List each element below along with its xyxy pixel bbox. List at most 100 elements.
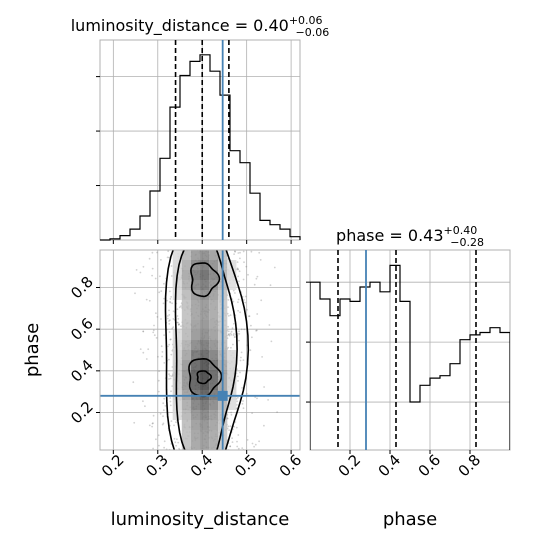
sample-point bbox=[170, 390, 172, 393]
density-cell bbox=[200, 280, 210, 290]
sample-point bbox=[227, 325, 230, 328]
sample-point bbox=[155, 312, 157, 315]
density-cell bbox=[209, 350, 219, 360]
sample-point bbox=[273, 266, 276, 269]
sample-point bbox=[237, 447, 240, 450]
panel-title-ld-main: luminosity_distance = 0.40 bbox=[71, 16, 289, 36]
density-cell bbox=[209, 280, 219, 290]
sample-point bbox=[170, 265, 173, 267]
sample-point bbox=[142, 265, 145, 268]
sample-point bbox=[227, 330, 230, 333]
sample-point bbox=[172, 318, 175, 320]
sample-point bbox=[256, 329, 258, 332]
panel-joint-frame bbox=[99, 249, 301, 451]
density-cell bbox=[200, 380, 210, 390]
sample-point bbox=[168, 320, 170, 322]
panel-ld-frame bbox=[99, 39, 301, 241]
density-cell bbox=[200, 250, 210, 260]
density-cell bbox=[190, 250, 200, 260]
sample-point bbox=[160, 318, 162, 320]
x-axis-title-luminosity-distance: luminosity_distance bbox=[111, 509, 290, 530]
sample-point bbox=[236, 400, 239, 403]
density-cell bbox=[227, 270, 237, 280]
sample-point bbox=[171, 375, 173, 378]
sample-point bbox=[162, 409, 165, 412]
sample-point bbox=[251, 336, 253, 339]
y-axis-title-phase: phase bbox=[22, 323, 43, 377]
sample-point bbox=[232, 334, 235, 337]
ld-histogram-step bbox=[100, 54, 301, 241]
density-cell bbox=[209, 400, 219, 410]
density-cell bbox=[181, 420, 191, 430]
density-cell bbox=[209, 320, 219, 330]
density-cell bbox=[190, 440, 200, 450]
sample-point bbox=[168, 256, 171, 259]
sample-point bbox=[176, 315, 179, 317]
density-cell bbox=[209, 260, 219, 270]
density-cell bbox=[227, 280, 237, 290]
sample-point bbox=[236, 445, 239, 448]
sample-point bbox=[246, 308, 248, 311]
sample-point bbox=[166, 317, 169, 320]
sample-point bbox=[168, 343, 171, 346]
sample-point bbox=[158, 291, 161, 294]
sample-point bbox=[251, 442, 254, 445]
density-cell bbox=[190, 320, 200, 330]
density-cell bbox=[181, 280, 191, 290]
density-cell bbox=[209, 330, 219, 340]
sample-point bbox=[142, 351, 145, 354]
sample-point bbox=[239, 257, 241, 260]
density-cell bbox=[200, 290, 210, 300]
density-cell bbox=[190, 370, 200, 380]
density-cell bbox=[181, 430, 191, 440]
sample-point bbox=[242, 407, 245, 410]
sample-point bbox=[169, 375, 171, 377]
sample-point bbox=[248, 315, 251, 318]
sample-point bbox=[229, 445, 232, 448]
sample-point bbox=[170, 275, 173, 277]
density-cell bbox=[181, 260, 191, 270]
sample-point bbox=[229, 314, 232, 316]
sample-point bbox=[237, 375, 239, 378]
sample-point bbox=[231, 441, 234, 443]
sample-point bbox=[263, 424, 265, 427]
sample-point bbox=[172, 326, 175, 328]
sample-point bbox=[242, 278, 245, 281]
density-cell bbox=[209, 340, 219, 350]
sample-point bbox=[240, 328, 243, 331]
density-cell bbox=[190, 340, 200, 350]
sample-point bbox=[144, 405, 146, 408]
density-cell bbox=[209, 440, 219, 450]
density-cell bbox=[181, 300, 191, 310]
sample-point bbox=[142, 400, 144, 403]
sample-point bbox=[237, 396, 239, 399]
sample-point bbox=[233, 336, 236, 338]
sample-point bbox=[276, 411, 278, 413]
sample-point bbox=[152, 422, 154, 424]
sample-point bbox=[232, 300, 235, 303]
sample-point bbox=[236, 267, 239, 270]
sample-point bbox=[242, 250, 245, 253]
sample-point bbox=[241, 403, 244, 405]
sample-point bbox=[169, 338, 172, 341]
sample-point bbox=[162, 415, 164, 418]
sample-point bbox=[246, 439, 249, 441]
sample-point bbox=[142, 330, 145, 333]
sample-point bbox=[228, 334, 231, 337]
contour-level-1a bbox=[188, 357, 223, 398]
sample-point bbox=[242, 400, 244, 402]
sample-point bbox=[242, 359, 245, 361]
panel-title-ph-upper: +0.40 bbox=[444, 224, 478, 237]
sample-point bbox=[230, 346, 232, 349]
sample-point bbox=[148, 299, 151, 302]
sample-point bbox=[234, 292, 236, 294]
sample-point bbox=[177, 318, 180, 320]
sample-point bbox=[163, 446, 166, 449]
sample-point bbox=[244, 301, 247, 304]
sample-point bbox=[172, 310, 175, 313]
sample-point bbox=[236, 440, 238, 443]
sample-point bbox=[153, 334, 156, 337]
sample-point bbox=[176, 308, 179, 311]
panel-title-phase: phase = 0.43+0.40 −0.28 bbox=[336, 224, 484, 249]
